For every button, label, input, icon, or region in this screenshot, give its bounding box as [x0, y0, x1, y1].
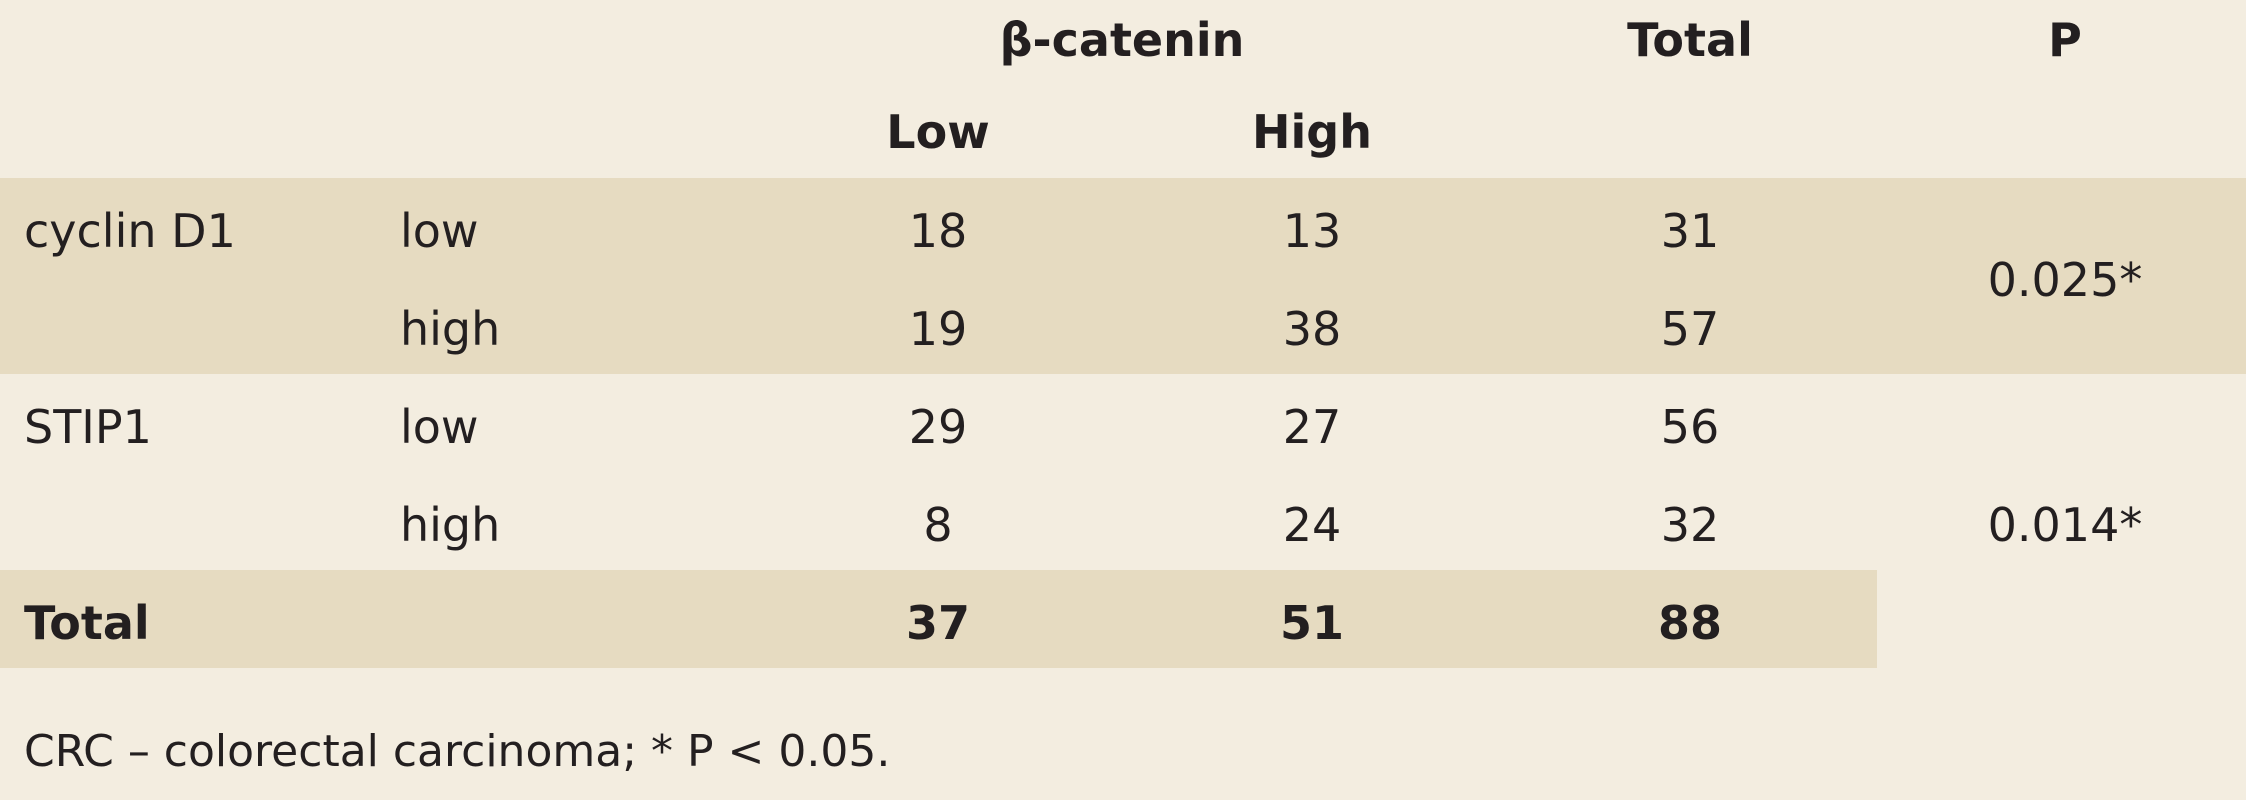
- row-level-label: high: [400, 498, 501, 552]
- row-group-label: STIP1: [24, 400, 152, 454]
- p-value-stip: 0.014*: [1987, 498, 2143, 552]
- cell-high: 13: [1282, 204, 1342, 258]
- cell-low: 18: [908, 204, 968, 258]
- total-high: 51: [1279, 596, 1345, 650]
- row-level-label: high: [400, 302, 501, 356]
- cell-total: 31: [1660, 204, 1720, 258]
- row-group-label: cyclin D1: [24, 204, 236, 258]
- cell-low: 8: [923, 498, 953, 552]
- cell-high: 27: [1282, 400, 1342, 454]
- subheader-high: High: [1252, 105, 1372, 159]
- cell-low: 29: [908, 400, 968, 454]
- subheader-low: Low: [886, 105, 990, 159]
- total-row-band: [0, 570, 1877, 668]
- row-level-label: low: [400, 204, 479, 258]
- cell-total: 32: [1660, 498, 1720, 552]
- p-value-cyclin: 0.025*: [1987, 253, 2143, 307]
- header-total: Total: [1627, 13, 1753, 67]
- cell-low: 19: [908, 302, 968, 356]
- total-total: 88: [1657, 596, 1723, 650]
- header-p: P: [2048, 13, 2082, 67]
- table-footnote: CRC – colorectal carcinoma; * P < 0.05.: [24, 726, 891, 777]
- total-low: 37: [905, 596, 971, 650]
- cell-total: 57: [1660, 302, 1720, 356]
- row-level-label: low: [400, 400, 479, 454]
- header-beta-catenin: β-catenin: [999, 13, 1245, 67]
- cell-high: 38: [1282, 302, 1342, 356]
- cyclin-row-band: [0, 178, 2246, 374]
- cell-high: 24: [1282, 498, 1342, 552]
- total-row-label: Total: [24, 596, 150, 650]
- cell-total: 56: [1660, 400, 1720, 454]
